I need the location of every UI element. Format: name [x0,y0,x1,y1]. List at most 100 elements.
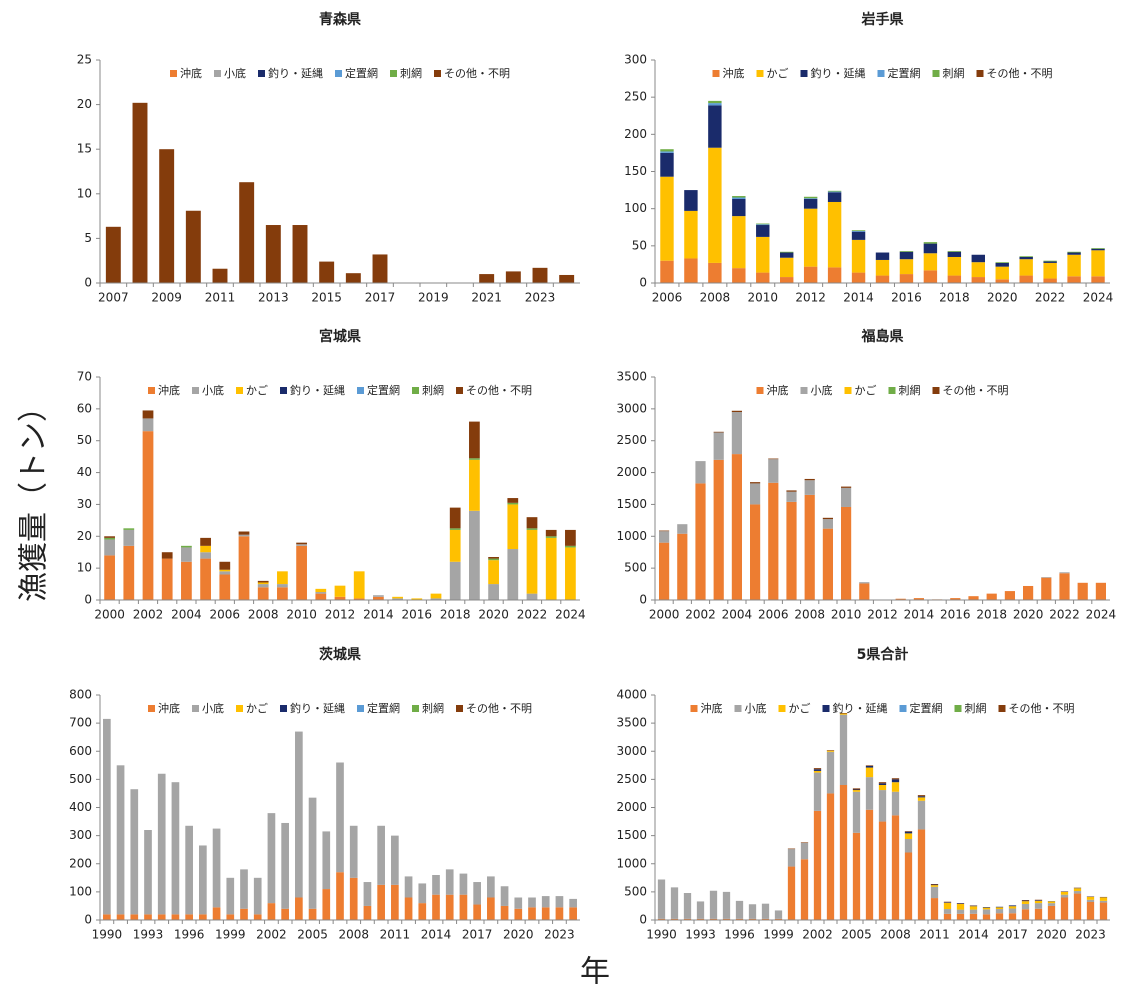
y-tick-label: 3000 [616,401,647,415]
y-tick-label: 50 [632,238,647,252]
bar-segment [943,902,952,910]
bar-segment [526,517,538,529]
bar-segment [308,797,317,909]
legend-label: かご [789,701,811,715]
bar-segment [943,913,952,920]
bar-segment [104,537,115,540]
x-tick-label: 2008 [248,608,279,622]
bar-segment [353,598,365,600]
bar-segment [185,914,193,920]
bar-segment [1067,251,1081,253]
bar-segment [787,849,796,867]
legend-label: その他・不明 [987,67,1053,80]
legend: 沖底 小底 釣り・延縄 定置網 刺網 その他・不明 [170,66,510,80]
bar-segment [336,872,344,920]
bar-segment [756,236,770,273]
y-tick-label: 500 [69,772,92,786]
x-tick-label: 2006 [652,291,683,305]
bar-segment [1086,899,1095,902]
legend-label: 小底 [224,66,246,80]
x-tick-label: 2014 [904,608,935,622]
bar-segment [768,459,779,483]
legend-swatch [800,387,808,394]
bar-segment [226,877,235,915]
bar-segment [865,765,874,766]
bar-segment [1073,891,1082,894]
legend-label: 小底 [202,383,224,397]
legend-label: 定置網 [910,701,943,715]
bar-segment [930,885,939,887]
y-tick-label: 20 [77,97,92,111]
bar-segment [104,536,115,538]
legend-swatch [690,705,698,712]
legend-label: かご [855,383,877,397]
bar-segment [500,905,509,920]
bar-segment [449,507,461,529]
y-tick-label: 400 [69,800,92,814]
bar-segment [852,789,861,791]
bar-segment [660,151,674,153]
bar-segment [756,224,770,226]
bar-segment [917,829,926,920]
bar-segment [1021,903,1030,910]
bar-segment [659,531,670,543]
bar-segment [804,480,815,495]
bar-segment [1060,894,1069,898]
bar-segment [947,251,962,252]
bar-segment [418,883,427,904]
y-tick-label: 40 [77,465,92,479]
bar-segment [363,905,372,920]
legend-label: その他・不明 [466,384,532,397]
bar-segment [123,545,135,600]
x-tick-label: 2010 [286,608,317,622]
bar-segment [528,907,536,920]
bar-segment [923,270,938,283]
x-tick-label: 2011 [919,928,950,942]
bar-segment [780,251,794,253]
bar-segment [995,266,1009,280]
bar-segment [500,886,509,906]
bar-segment [545,529,557,537]
legend-swatch [258,70,265,77]
bar-segment [947,275,962,283]
bar-segment [1019,256,1033,257]
x-tick-label: 2004 [171,608,202,622]
x-tick-label: 1993 [685,928,716,942]
bar-segment [514,897,523,909]
bar-segment [865,765,874,768]
y-tick-label: 60 [77,401,92,415]
chart-title: 岩手県 [861,11,904,28]
y-tick-label: 1500 [616,497,647,511]
bar-segment [277,584,288,588]
bar-segment [708,105,722,148]
bar-segment [514,908,523,920]
x-tick-label: 2005 [297,928,328,942]
legend-swatch [899,705,907,712]
bar-segment [813,810,822,920]
bar-segment [488,560,499,585]
bar-segment [1021,901,1030,904]
bar-segment [852,791,861,833]
bar-segment [826,750,835,751]
bar-segment [803,196,818,199]
bar-segment [930,884,939,885]
bar-segment [219,571,231,575]
legend-label: 沖底 [180,66,202,80]
bar-segment [756,225,770,237]
y-tick-label: 0 [84,913,92,927]
y-tick-label: 2500 [616,433,647,447]
bar-segment [851,231,866,240]
legend-swatch [756,387,764,394]
bar-segment [875,252,890,260]
x-tick-label: 2018 [440,608,471,622]
x-tick-label: 2016 [940,608,971,622]
legend-label: 沖底 [723,66,745,80]
y-tick-label: 3000 [616,744,647,758]
bar-segment [956,903,965,904]
bar-segment [852,832,861,920]
y-tick-label: 300 [624,53,647,67]
bar-segment [813,768,822,770]
y-tick-label: 25 [77,53,92,67]
bar-segment [411,598,423,600]
bar-segment [507,549,519,600]
